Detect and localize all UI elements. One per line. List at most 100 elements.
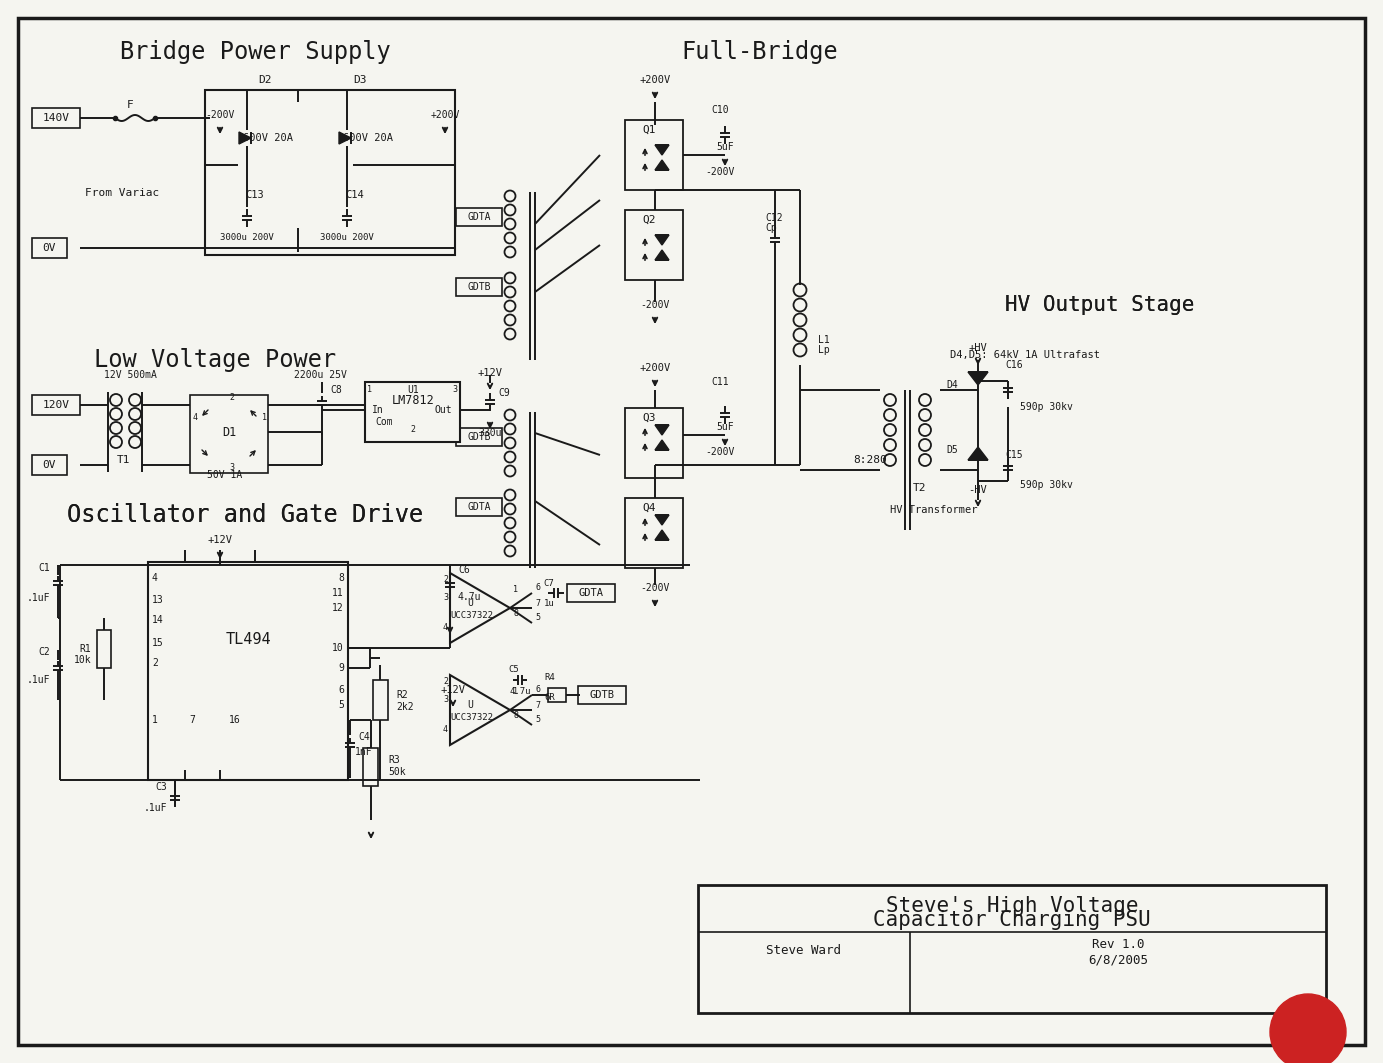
- Text: Steve Ward: Steve Ward: [766, 944, 841, 957]
- Polygon shape: [968, 448, 987, 460]
- Text: 3: 3: [443, 695, 448, 705]
- Text: C12: C12: [765, 213, 783, 223]
- Text: kechuang: kechuang: [1289, 1032, 1326, 1042]
- Text: 6: 6: [535, 686, 539, 694]
- Text: 8:280: 8:280: [853, 455, 887, 465]
- Bar: [365, 382, 461, 442]
- Bar: [567, 584, 615, 602]
- Text: D1: D1: [221, 426, 236, 439]
- Text: 3000u 200V: 3000u 200V: [319, 234, 373, 242]
- Text: -HV: -HV: [968, 485, 987, 495]
- Text: C1: C1: [39, 563, 50, 573]
- Text: UCC37322: UCC37322: [451, 712, 494, 722]
- Text: GDTB: GDTB: [467, 282, 491, 292]
- Text: 4: 4: [443, 726, 448, 735]
- Text: T2: T2: [913, 483, 927, 493]
- Bar: [205, 90, 455, 255]
- Text: In: In: [372, 405, 383, 415]
- Text: U: U: [467, 701, 473, 710]
- Bar: [189, 395, 268, 473]
- Text: C4: C4: [358, 732, 369, 742]
- Text: Out: Out: [434, 405, 452, 415]
- Text: +200V: +200V: [430, 109, 459, 120]
- Text: 10k: 10k: [73, 655, 91, 665]
- Text: 120V: 120V: [43, 400, 69, 410]
- Text: 2k2: 2k2: [396, 702, 414, 712]
- Text: 4.7u: 4.7u: [458, 592, 481, 602]
- Bar: [456, 279, 502, 296]
- Bar: [625, 408, 683, 478]
- Text: Q4: Q4: [642, 503, 656, 513]
- Text: 5uF: 5uF: [716, 142, 734, 152]
- Text: Q1: Q1: [642, 125, 656, 135]
- Text: 11: 11: [332, 588, 344, 598]
- Text: C2: C2: [39, 647, 50, 657]
- Polygon shape: [656, 440, 669, 450]
- Text: 5uF: 5uF: [716, 422, 734, 432]
- Text: 1: 1: [513, 586, 519, 594]
- Text: C7: C7: [544, 578, 555, 588]
- Text: Q3: Q3: [642, 414, 656, 423]
- Text: GDTA: GDTA: [467, 212, 491, 222]
- Polygon shape: [656, 235, 669, 244]
- Text: 15: 15: [152, 638, 163, 648]
- Text: Oscillator and Gate Drive: Oscillator and Gate Drive: [66, 503, 423, 527]
- Polygon shape: [449, 573, 510, 643]
- Text: Capacitor Charging PSU: Capacitor Charging PSU: [873, 910, 1151, 930]
- Text: 4: 4: [443, 624, 448, 632]
- Text: 12V 500mA: 12V 500mA: [104, 370, 156, 379]
- Text: U1: U1: [407, 385, 419, 395]
- Bar: [625, 120, 683, 190]
- Text: D2: D2: [259, 75, 271, 85]
- Bar: [362, 748, 378, 786]
- Text: +12V: +12V: [207, 535, 232, 545]
- Text: 6R: 6R: [545, 693, 556, 703]
- Text: GDTA: GDTA: [578, 588, 603, 598]
- Text: -200V: -200V: [640, 583, 669, 593]
- Text: 5: 5: [535, 613, 539, 623]
- Bar: [456, 428, 502, 446]
- Text: GDTB: GDTB: [589, 690, 614, 701]
- Text: 创客: 创客: [1303, 1017, 1314, 1027]
- Text: R1: R1: [79, 644, 91, 654]
- Text: Low Voltage Power: Low Voltage Power: [94, 348, 336, 372]
- Text: HV Output Stage: HV Output Stage: [1005, 296, 1195, 315]
- Text: -200V: -200V: [705, 448, 734, 457]
- Text: HV Transformer: HV Transformer: [891, 505, 978, 514]
- Text: 2200u 25V: 2200u 25V: [293, 370, 346, 379]
- Text: 1u: 1u: [544, 600, 555, 608]
- Text: +12V: +12V: [441, 685, 466, 695]
- Bar: [548, 688, 566, 702]
- Text: 16: 16: [230, 715, 241, 725]
- Text: L1: L1: [817, 335, 830, 345]
- Text: 1nF: 1nF: [355, 747, 372, 757]
- Text: 330u: 330u: [479, 428, 502, 438]
- Text: 600V 20A: 600V 20A: [343, 133, 393, 144]
- Text: 13: 13: [152, 595, 163, 605]
- Text: 14: 14: [152, 615, 163, 625]
- Polygon shape: [449, 675, 510, 745]
- Text: 8: 8: [513, 608, 519, 618]
- Text: 2: 2: [443, 677, 448, 687]
- Text: 0V: 0V: [43, 243, 55, 253]
- Text: 4: 4: [194, 414, 198, 422]
- Text: D4,D5: 64kV 1A Ultrafast: D4,D5: 64kV 1A Ultrafast: [950, 350, 1099, 360]
- Polygon shape: [968, 372, 987, 385]
- Text: C9: C9: [498, 388, 510, 398]
- Text: +200V: +200V: [639, 75, 671, 85]
- Text: 2: 2: [152, 658, 158, 668]
- Text: Oscillator and Gate Drive: Oscillator and Gate Drive: [66, 503, 423, 527]
- Polygon shape: [656, 250, 669, 260]
- Text: Full-Bridge: Full-Bridge: [682, 40, 838, 64]
- Polygon shape: [656, 145, 669, 155]
- Text: From Variac: From Variac: [84, 188, 159, 198]
- Text: GDTA: GDTA: [467, 502, 491, 512]
- Text: T1: T1: [118, 455, 131, 465]
- Text: Steve's High Voltage: Steve's High Voltage: [885, 896, 1138, 916]
- Text: .1uF: .1uF: [26, 593, 50, 603]
- Text: 8: 8: [337, 573, 344, 583]
- Text: 590p 30kv: 590p 30kv: [1021, 402, 1073, 412]
- Text: R4: R4: [545, 674, 556, 682]
- Text: C16: C16: [1005, 360, 1022, 370]
- Text: 4.7u: 4.7u: [509, 687, 531, 695]
